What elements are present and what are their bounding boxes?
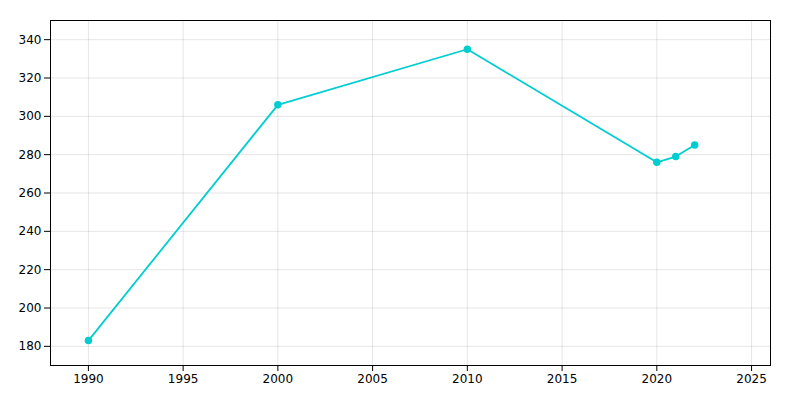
svg-text:260: 260 [19,186,42,200]
svg-text:180: 180 [19,339,42,353]
svg-text:340: 340 [19,33,42,47]
svg-text:2015: 2015 [547,372,578,386]
svg-text:2025: 2025 [736,372,767,386]
svg-text:240: 240 [19,224,42,238]
svg-text:300: 300 [19,109,42,123]
svg-text:2000: 2000 [263,372,294,386]
svg-text:2020: 2020 [642,372,673,386]
svg-text:280: 280 [19,148,42,162]
svg-text:1990: 1990 [73,372,104,386]
svg-text:1995: 1995 [168,372,199,386]
svg-text:320: 320 [19,71,42,85]
svg-text:2010: 2010 [452,372,483,386]
svg-text:220: 220 [19,263,42,277]
svg-text:200: 200 [19,301,42,315]
svg-text:2005: 2005 [357,372,388,386]
